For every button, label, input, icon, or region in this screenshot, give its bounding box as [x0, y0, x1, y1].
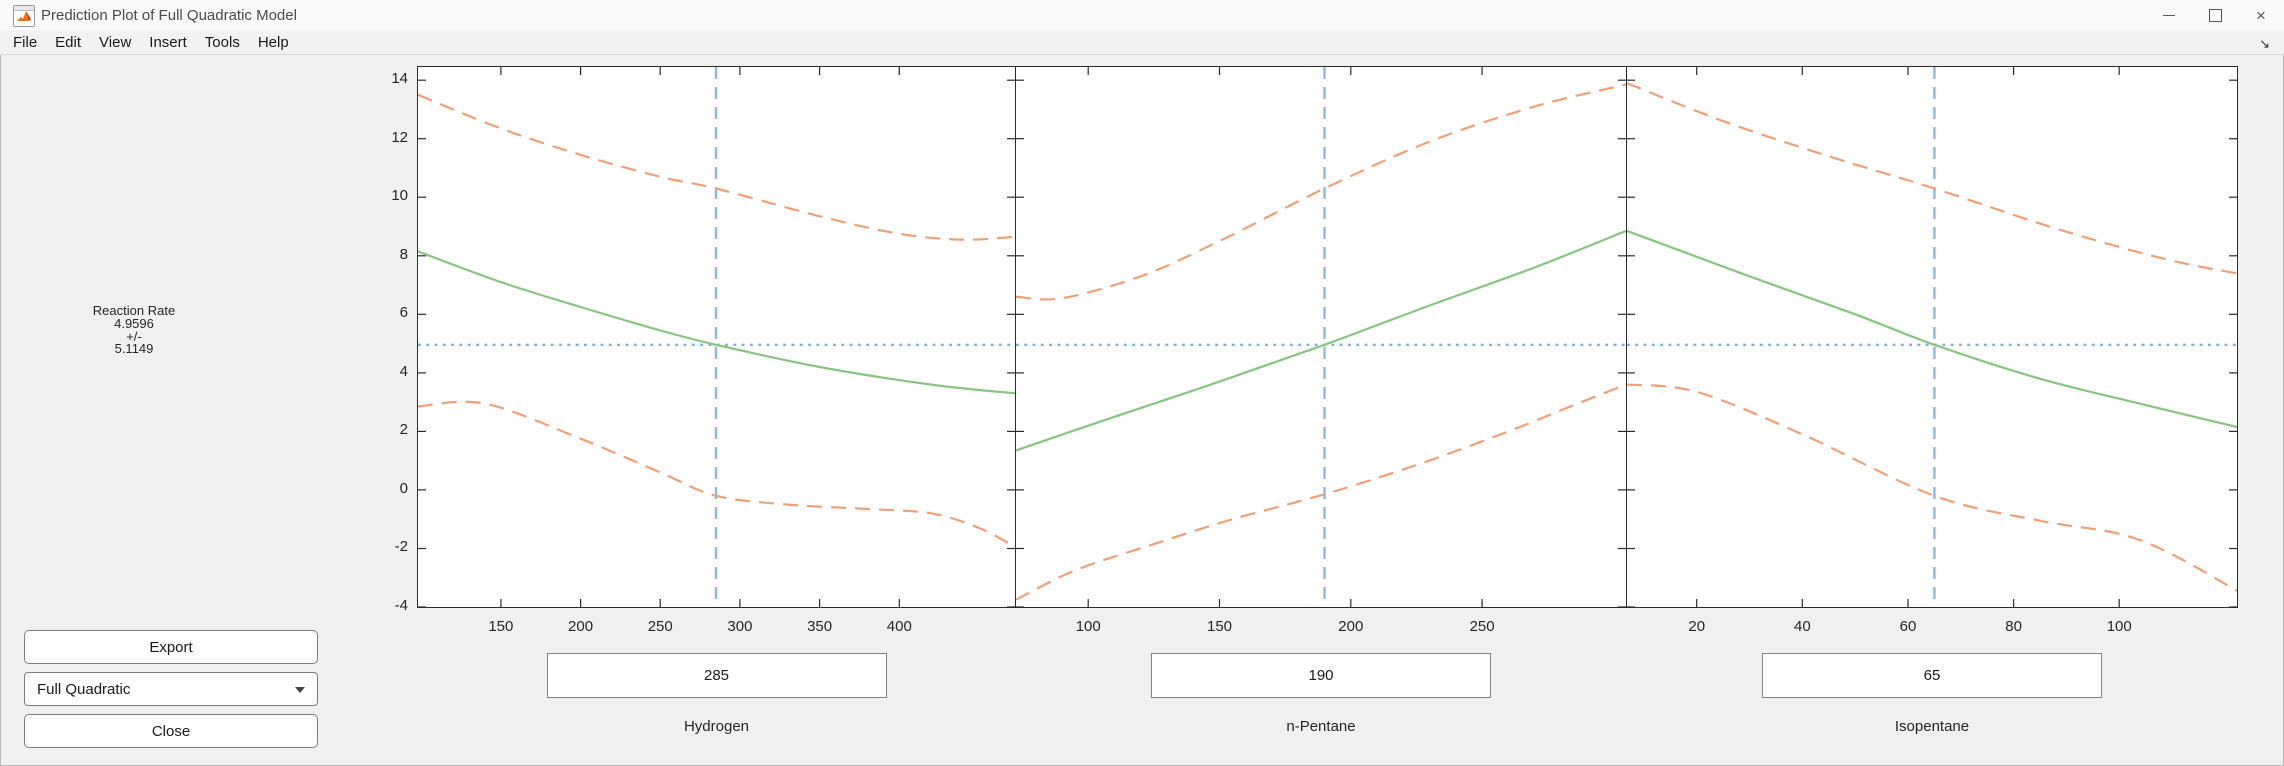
ytick-label: 14: [391, 70, 408, 88]
plot-hydrogen: [417, 66, 1016, 608]
title-bar: Prediction Plot of Full Quadratic Model …: [0, 0, 2284, 30]
isopentane-axis-label: Isopentane: [1894, 718, 1970, 735]
close-button[interactable]: Close: [24, 714, 318, 748]
ytick-label: 6: [399, 304, 408, 322]
lower_bound-line: [1016, 383, 1626, 601]
xtick-label: 400: [886, 618, 912, 635]
matlab-figure-icon: [13, 5, 35, 27]
response-interval: 5.1149: [114, 341, 154, 357]
ytick-label: 2: [399, 421, 408, 439]
xtick-label: 300: [727, 618, 753, 635]
hydrogen-axis-label: Hydrogen: [683, 718, 750, 735]
ytick-label: -2: [394, 538, 408, 556]
ytick-label: 4: [399, 362, 408, 380]
xtick-label: 250: [1469, 618, 1495, 635]
maximize-icon: [2208, 8, 2222, 22]
fit-line: [1627, 229, 2237, 429]
menu-bar: File Edit View Insert Tools Help: [0, 30, 2284, 55]
tick-marks: [1627, 67, 2237, 607]
plot-canvas-n-pentane: [1016, 67, 1626, 607]
upper_bound-line: [1627, 82, 2237, 275]
minimize-button[interactable]: [2146, 0, 2192, 30]
xtick-label: 250: [647, 618, 673, 635]
chevron-down-icon: [295, 687, 305, 693]
menu-edit[interactable]: Edit: [55, 33, 82, 51]
export-button[interactable]: Export: [24, 630, 318, 664]
xtick-label: 100: [2106, 618, 2132, 635]
ytick-label: 10: [391, 187, 408, 205]
minimize-icon: [2163, 14, 2175, 16]
upper_bound-line: [418, 93, 1015, 241]
tick-marks: [1016, 67, 1626, 607]
model-selector-value: Full Quadratic: [37, 680, 131, 698]
xtick-label: 350: [807, 618, 833, 635]
menu-help[interactable]: Help: [257, 33, 289, 51]
n-pentane-value-input[interactable]: [1151, 653, 1491, 698]
ytick-label: 8: [399, 245, 408, 263]
tick-marks: [418, 67, 1015, 607]
ytick-label: -4: [394, 597, 408, 614]
close-window-button[interactable]: ×: [2238, 0, 2284, 30]
xtick-label: 60: [1899, 618, 1917, 635]
menu-view[interactable]: View: [99, 33, 132, 51]
lower_bound-line: [418, 400, 1015, 548]
xtick-label: 40: [1793, 618, 1811, 635]
model-selector-dropdown[interactable]: Full Quadratic: [24, 672, 318, 706]
plot-n-pentane: [1015, 66, 1627, 608]
fit-line: [1016, 229, 1626, 452]
xtick-label: 150: [1206, 618, 1233, 635]
response-readout: Reaction Rate 4.9596 +/- 5.1149: [14, 303, 254, 357]
menu-tools[interactable]: Tools: [204, 33, 240, 51]
ytick-label: 0: [399, 479, 408, 497]
menu-file[interactable]: File: [13, 33, 38, 51]
upper_bound-line: [1016, 83, 1626, 301]
xtick-label: 100: [1075, 618, 1101, 635]
response-value: 4.9596: [114, 315, 154, 331]
window-title: Prediction Plot of Full Quadratic Model: [41, 7, 297, 24]
plot-canvas-isopentane: [1627, 67, 2237, 607]
lower_bound-line: [1627, 383, 2237, 592]
xtick-label: 150: [488, 618, 514, 635]
xtick-label: 200: [568, 618, 594, 635]
isopentane-value-input[interactable]: [1762, 653, 2102, 698]
response-pm: +/-: [126, 328, 142, 344]
fit-line: [418, 250, 1015, 395]
close-icon: ×: [2256, 5, 2266, 25]
hydrogen-value-input[interactable]: [546, 653, 887, 698]
ytick-label: 12: [391, 128, 408, 146]
response-label: Reaction Rate: [92, 303, 176, 318]
plot-canvas-hydrogen: [418, 67, 1015, 607]
plot-isopentane: [1626, 66, 2238, 608]
n-pentane-axis-label: n-Pentane: [1286, 718, 1356, 735]
xtick-label: 200: [1338, 618, 1364, 635]
maximize-button[interactable]: [2192, 0, 2238, 30]
menu-insert[interactable]: Insert: [149, 33, 187, 51]
show-toolbar-arrow-icon[interactable]: ↘: [2259, 36, 2270, 51]
xtick-label: 20: [1688, 618, 1706, 635]
xtick-label: 80: [2005, 618, 2022, 635]
